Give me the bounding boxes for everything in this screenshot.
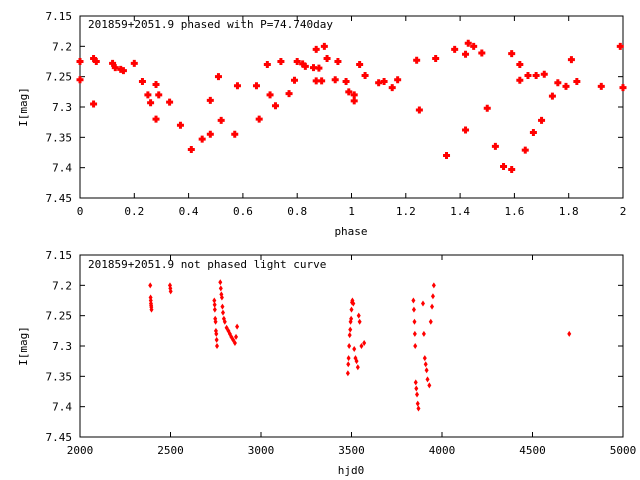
x-tick-label: 0 [77, 205, 84, 218]
y-axis-label: I[mag] [17, 326, 30, 366]
x-tick-label: 1 [348, 205, 355, 218]
x-tick-label: 4000 [429, 444, 456, 457]
y-tick-label: 7.3 [52, 340, 72, 353]
x-tick-label: 0.2 [124, 205, 144, 218]
y-tick-label: 7.3 [52, 101, 72, 114]
x-tick-label: 5000 [610, 444, 637, 457]
x-tick-label: 2 [620, 205, 627, 218]
x-tick-label: 0.6 [233, 205, 253, 218]
y-tick-label: 7.4 [52, 401, 72, 414]
x-tick-label: 0.4 [179, 205, 199, 218]
y-tick-label: 7.25 [46, 71, 73, 84]
x-tick-label: 2000 [67, 444, 94, 457]
y-tick-label: 7.4 [52, 162, 72, 175]
x-tick-label: 0.8 [287, 205, 307, 218]
y-tick-label: 7.35 [46, 370, 73, 383]
x-tick-label: 1.2 [396, 205, 416, 218]
y-tick-label: 7.2 [52, 40, 72, 53]
y-axis-label: I[mag] [17, 87, 30, 127]
y-tick-label: 7.15 [46, 10, 73, 23]
x-tick-label: 3500 [338, 444, 365, 457]
x-tick-label: 1.6 [504, 205, 524, 218]
y-tick-label: 7.15 [46, 249, 73, 262]
x-tick-label: 3000 [248, 444, 275, 457]
y-tick-label: 7.25 [46, 310, 73, 323]
x-tick-label: 1.8 [559, 205, 579, 218]
y-tick-label: 7.35 [46, 131, 73, 144]
x-tick-label: 1.4 [450, 205, 470, 218]
plot-title: 201859+2051.9 phased with P=74.740day [88, 18, 333, 31]
plot-title: 201859+2051.9 not phased light curve [88, 258, 326, 271]
y-tick-label: 7.45 [46, 192, 73, 205]
y-tick-label: 7.45 [46, 431, 73, 444]
y-tick-label: 7.2 [52, 279, 72, 292]
x-axis-label: phase [334, 225, 367, 238]
x-tick-label: 2500 [157, 444, 184, 457]
x-tick-label: 4500 [519, 444, 546, 457]
x-axis-label: hjd0 [338, 464, 365, 477]
